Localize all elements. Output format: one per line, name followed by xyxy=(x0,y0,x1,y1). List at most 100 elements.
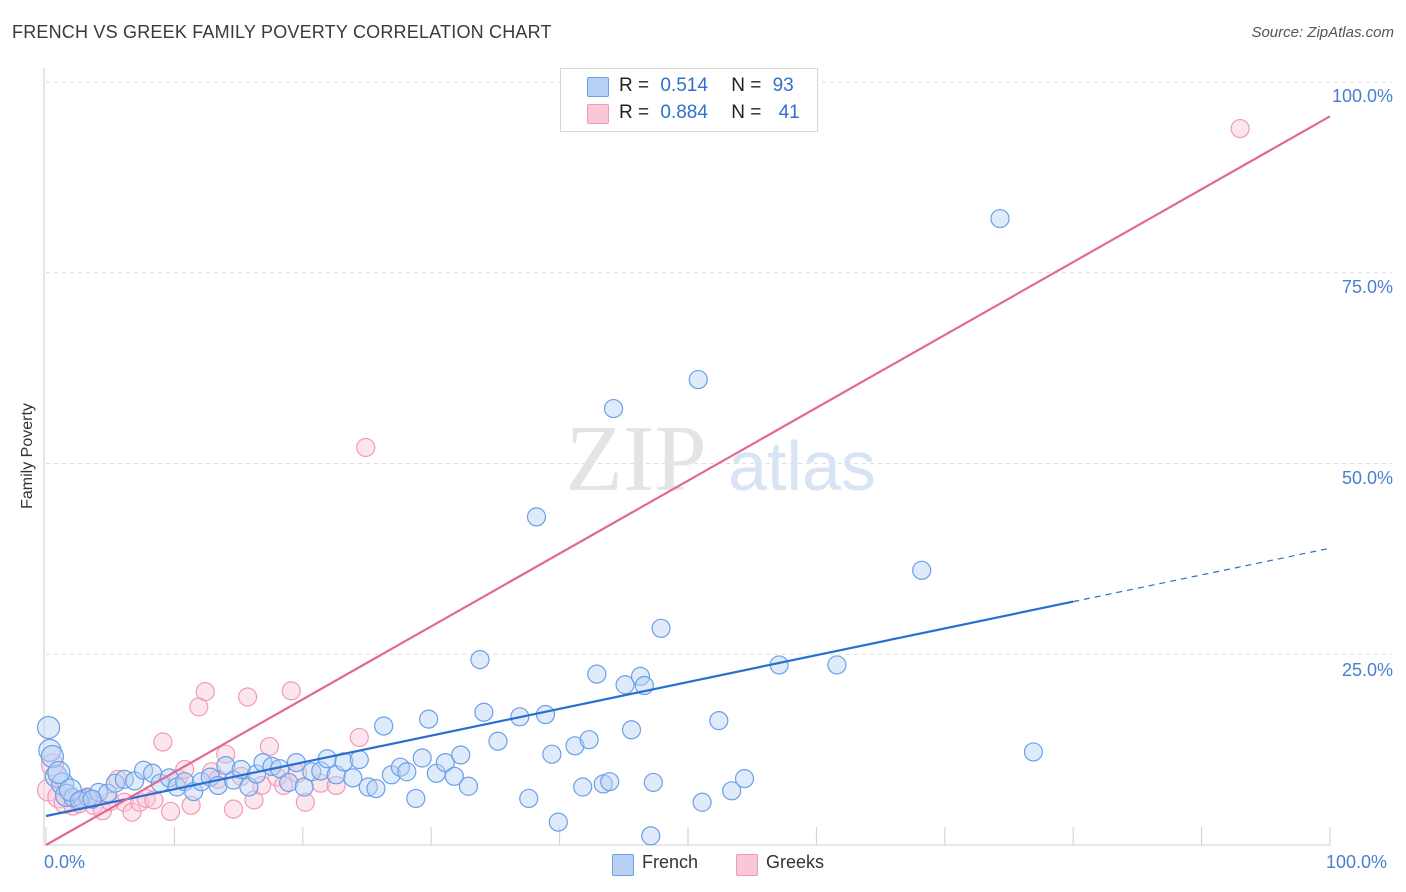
french-trend-line xyxy=(45,600,1074,818)
french-point xyxy=(990,208,1010,229)
french-point xyxy=(343,768,363,788)
greeks-point xyxy=(160,801,181,822)
french-point xyxy=(488,731,508,751)
watermark-atlas: atlas xyxy=(728,427,876,505)
legend-r-label: R = xyxy=(619,75,650,96)
french-point xyxy=(474,702,494,722)
french-point xyxy=(279,772,299,793)
french-point xyxy=(722,781,742,801)
french-point xyxy=(734,769,755,789)
french-point xyxy=(542,744,562,764)
french-legend-label: French xyxy=(642,852,699,872)
french-point xyxy=(651,618,671,638)
french-swatch xyxy=(587,77,609,97)
greeks-point xyxy=(326,775,346,796)
french-point xyxy=(621,720,642,740)
french-point xyxy=(419,709,439,729)
french-point xyxy=(548,812,568,832)
greeks-swatch xyxy=(587,104,609,124)
french-point xyxy=(912,560,932,580)
y-tick-label: 25.0% xyxy=(1341,660,1393,680)
chart-title: FRENCH VS GREEK FAMILY POVERTY CORRELATI… xyxy=(12,22,552,42)
french-point xyxy=(412,748,432,768)
y-tick-label: 50.0% xyxy=(1341,468,1393,488)
legend-r-value: 0.514 xyxy=(660,75,708,96)
french-point xyxy=(82,789,102,809)
greeks-legend-swatch xyxy=(736,854,758,876)
stats-legend: R = 0.514 N = 93 R = 0.884 N = 41 xyxy=(560,68,818,132)
french-point xyxy=(458,776,479,796)
legend-n-label: N = xyxy=(731,102,762,123)
source-label: Source: ZipAtlas.com xyxy=(1251,24,1394,41)
french-point xyxy=(451,745,471,765)
french-point xyxy=(641,826,661,846)
legend-greeks-text: R = 0.884 N = 41 xyxy=(619,102,800,124)
french-point xyxy=(36,715,61,740)
french-point xyxy=(397,762,417,782)
axes xyxy=(43,68,1331,846)
legend-n-value: 41 xyxy=(778,102,800,123)
greeks-point xyxy=(259,736,280,757)
french-trend-extension xyxy=(1073,547,1331,603)
french-point xyxy=(470,649,490,670)
greeks-point xyxy=(349,727,369,748)
french-point xyxy=(294,777,314,797)
french-point xyxy=(311,761,331,781)
french-point xyxy=(600,772,620,792)
y-tick-label: 75.0% xyxy=(1341,277,1393,297)
legend-n-label: N = xyxy=(731,75,762,96)
french-point xyxy=(526,507,547,527)
french-point xyxy=(519,788,539,809)
greeks-point xyxy=(122,802,142,822)
french-point xyxy=(358,777,378,797)
watermark-zip: ZIP xyxy=(566,407,707,511)
french-point xyxy=(349,749,369,770)
french-points xyxy=(36,208,1043,846)
french-point xyxy=(579,730,599,750)
french-point xyxy=(535,704,556,725)
greeks-point xyxy=(223,799,244,819)
french-point xyxy=(573,777,593,797)
french-legend-swatch xyxy=(612,854,634,876)
french-point xyxy=(374,716,394,736)
legend-r-label: R = xyxy=(619,102,650,123)
greeks-point xyxy=(295,792,315,812)
french-point xyxy=(643,772,663,793)
greeks-trend-line xyxy=(45,115,1331,846)
french-point xyxy=(692,792,712,812)
french-point xyxy=(47,760,71,785)
greeks-point xyxy=(153,732,173,752)
y-tick-label: 100.0% xyxy=(1331,86,1393,106)
trend-lines xyxy=(45,115,1331,846)
legend-r-value: 0.884 xyxy=(660,102,708,123)
legend-n-value: 93 xyxy=(772,75,794,96)
x-tick-label-min: 0.0% xyxy=(44,852,86,872)
french-point xyxy=(435,752,455,773)
french-point xyxy=(1023,742,1043,762)
french-point xyxy=(44,764,68,788)
french-point xyxy=(366,778,386,799)
greeks-point xyxy=(356,437,376,458)
french-point xyxy=(38,738,62,762)
french-point xyxy=(603,398,624,419)
greeks-point xyxy=(281,681,301,701)
french-point xyxy=(688,369,708,390)
french-point xyxy=(565,736,585,756)
french-point xyxy=(444,766,464,786)
greeks-point xyxy=(195,682,215,702)
watermark: ZIP atlas xyxy=(566,407,876,511)
grid-lines xyxy=(46,81,1392,655)
x-tick-label-max: 100.0% xyxy=(1326,852,1388,872)
french-point xyxy=(114,769,134,789)
french-point xyxy=(587,664,607,684)
greeks-point xyxy=(237,687,258,707)
french-point xyxy=(615,675,635,695)
french-point xyxy=(709,711,729,731)
greeks-legend-label: Greeks xyxy=(766,852,825,872)
greeks-point xyxy=(216,744,236,764)
legend-french-text: R = 0.514 N = 93 xyxy=(619,75,794,97)
greeks-point xyxy=(1230,118,1250,139)
french-point xyxy=(827,655,847,675)
french-point xyxy=(406,788,426,809)
